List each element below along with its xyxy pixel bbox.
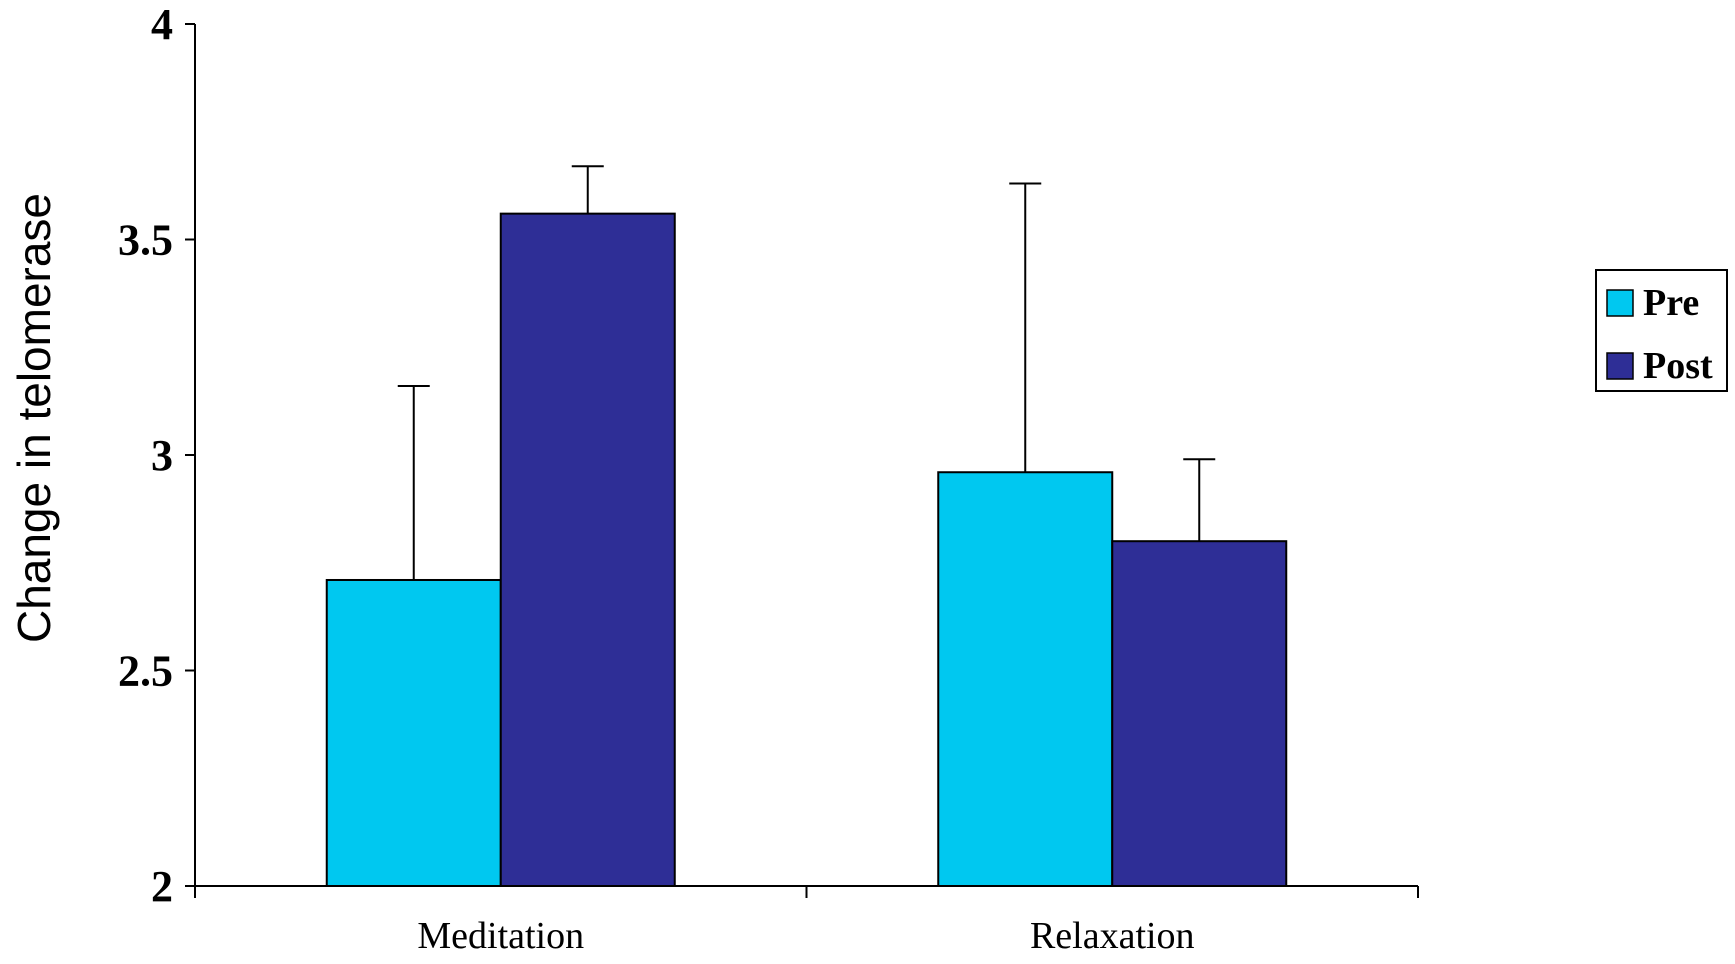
bar-pre-relaxation [937, 471, 1114, 887]
legend: Pre Post [1595, 269, 1728, 392]
x-category-label: Meditation [417, 915, 584, 957]
y-tick-label: 3 [151, 431, 173, 480]
axes [194, 24, 1419, 898]
bar-post-meditation [499, 212, 676, 887]
y-axis-ticks: 2 2.5 3 3.5 4 [118, 0, 195, 911]
y-tick-label: 4 [151, 0, 173, 49]
error-bars [397, 165, 1216, 580]
y-tick-label: 2 [151, 862, 173, 911]
bars [325, 212, 1288, 887]
legend-label-pre: Pre [1643, 282, 1699, 324]
bar-pre-meditation [325, 578, 502, 887]
legend-swatch-post [1606, 352, 1634, 380]
bar-post-relaxation [1111, 540, 1288, 887]
y-axis-label: Change in telomerase [8, 193, 60, 643]
legend-label-post: Post [1643, 345, 1713, 387]
x-axis-categories: Meditation Relaxation [417, 915, 1194, 957]
y-tick-label: 3.5 [118, 216, 173, 265]
x-category-label: Relaxation [1030, 915, 1195, 957]
legend-swatch-pre [1606, 289, 1634, 317]
y-tick-label: 2.5 [118, 647, 173, 696]
